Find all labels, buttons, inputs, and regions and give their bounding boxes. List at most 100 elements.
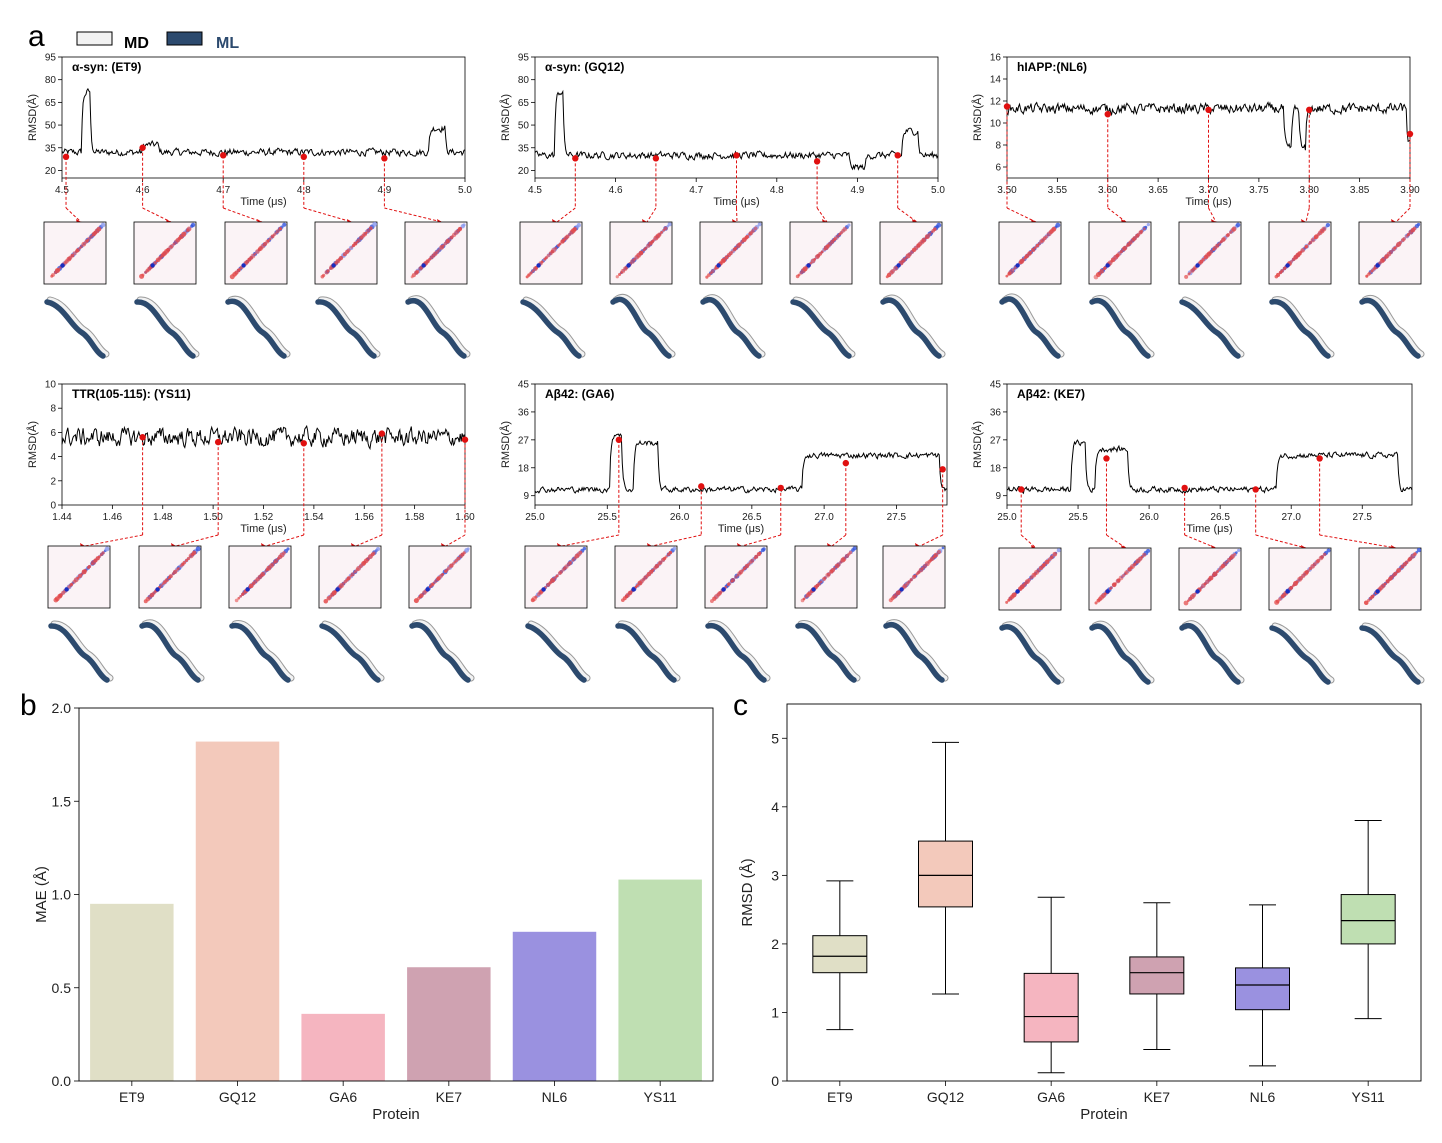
contact-red-dot [1044,235,1048,239]
ts-xtick-label: 25.0 [525,512,545,523]
ts-ytick-label: 18 [518,463,530,474]
ts-ytick-label: 10 [45,380,57,391]
contact-dark-dot [1375,263,1380,268]
contact-red-dot [1191,593,1196,598]
contact-red-dot [346,576,351,581]
contact-red-dot [169,244,174,249]
contact-red-dot [572,227,577,232]
contact-red-dot [186,226,192,232]
bar-xtick-label: YS11 [644,1089,677,1105]
ts-xtick-label: 27.5 [887,512,907,523]
contact-red-dot [546,254,550,258]
ts-ytick-label: 35 [518,143,530,154]
ts-panel-1: 4.5 4.6 4.7 4.8 4.9 5.0 20 35 50 65 80 95 α-syn: (GQ… [499,53,946,359]
contact-red-dot [353,570,357,574]
contact-blue-dot [1326,548,1331,553]
contact-map-thumbnail [794,545,861,683]
md-structure-ribbon [51,621,113,681]
contact-red-dot [358,564,363,569]
bar-ytick-label: 1.0 [52,887,72,903]
contact-red-dot [734,575,738,579]
ml-structure-ribbon [610,296,672,359]
legend-md-label: MD [124,35,149,52]
ts-snapshot-marker [461,436,469,443]
contact-map-thumbnail [704,545,771,683]
rmsd-box-plot: ET9 GQ12 GA6 KE7 NL6 YS11 0 1 2 3 4 5 Protein RMSD (Å… [739,703,1422,1123]
contact-blue-dot [852,546,857,551]
md-structure-ribbon [47,297,109,357]
contact-red-dot [1398,241,1402,245]
contact-red-dot [734,246,738,250]
ts-snapshot-marker [300,440,307,447]
contact-red-dot [833,237,837,241]
contact-dark-dot [1105,589,1110,594]
connector-diagonal [355,534,383,547]
contact-red-dot [248,583,254,589]
contact-dark-dot [721,587,726,592]
ts-title: Aβ42: (KE7) [1017,387,1085,401]
panel-label-a: a [28,20,45,53]
contact-blue-dot [195,546,201,552]
contact-red-dot [651,568,655,572]
contact-red-dot [745,234,750,239]
contact-dark-dot [631,587,636,592]
ts-ytick-label: 10 [990,119,1002,130]
contact-red-dot [182,561,186,565]
ts-xtick-label: 5.0 [458,185,472,196]
contact-red-dot [1217,242,1221,246]
contact-blue-dot [282,222,287,227]
contact-dark-dot [64,587,69,592]
box-ytick-label: 4 [771,799,779,815]
contact-dark-dot [536,263,541,268]
contact-red-dot [1398,567,1402,571]
ml-structure-ribbon [1179,299,1241,359]
ts-ytick-label: 0 [50,501,56,512]
contact-map-thumbnail [1178,547,1245,685]
box-ET9 [812,935,868,974]
box-ytick-label: 2 [771,936,779,952]
contact-red-dot [268,237,272,241]
ts-ytick-label: 45 [990,380,1002,391]
panel-label-c: c [733,689,748,722]
ml-structure-ribbon [1269,625,1331,685]
contact-red-dot [928,232,932,236]
contact-blue-dot [1237,548,1241,552]
contact-red-dot [1122,245,1128,251]
contact-red-dot [1036,568,1041,573]
ts-snapshot-marker [1306,106,1313,114]
ts-ytick-label: 35 [45,143,57,154]
ts-xtick-label: 26.5 [742,512,762,523]
ts-ytick-label: 95 [45,53,57,64]
contact-red-dot [817,582,821,586]
contact-red-dot [1052,551,1058,557]
ts-ytick-label: 80 [518,75,530,86]
contact-red-dot [1363,600,1369,606]
contact-red-dot [446,238,451,243]
contact-red-dot [618,272,622,276]
contact-dark-dot [1195,263,1200,268]
contact-red-dot [1012,267,1016,271]
contact-map-thumbnail [1268,221,1335,359]
bar-xtick-label: NL6 [542,1089,568,1105]
ts-ytick-label: 36 [990,407,1002,418]
ts-ytick-label: 20 [45,166,57,177]
ts-ytick-label: 27 [518,435,530,446]
md-structure-ribbon [613,295,675,357]
ts-xlabel: Time (μs) [240,196,286,208]
contact-blue-dot [1146,223,1150,227]
contact-map-thumbnail [879,221,946,359]
ts-xtick-label: 1.48 [153,512,173,523]
ts-ylabel: RMSD(Å) [499,421,512,468]
contact-red-dot [183,231,187,235]
contact-red-dot [710,269,715,274]
contact-red-dot [346,248,351,253]
box-ytick-label: 3 [771,867,779,883]
md-structure-ribbon [523,297,585,357]
ts-ylabel: RMSD(Å) [26,421,39,468]
contact-red-dot [1412,226,1417,231]
contact-red-dot [191,550,197,556]
contact-red-dot [1316,558,1321,563]
contact-dark-dot [245,587,250,592]
contact-red-dot [1300,248,1305,253]
connector-diagonal [65,207,82,223]
